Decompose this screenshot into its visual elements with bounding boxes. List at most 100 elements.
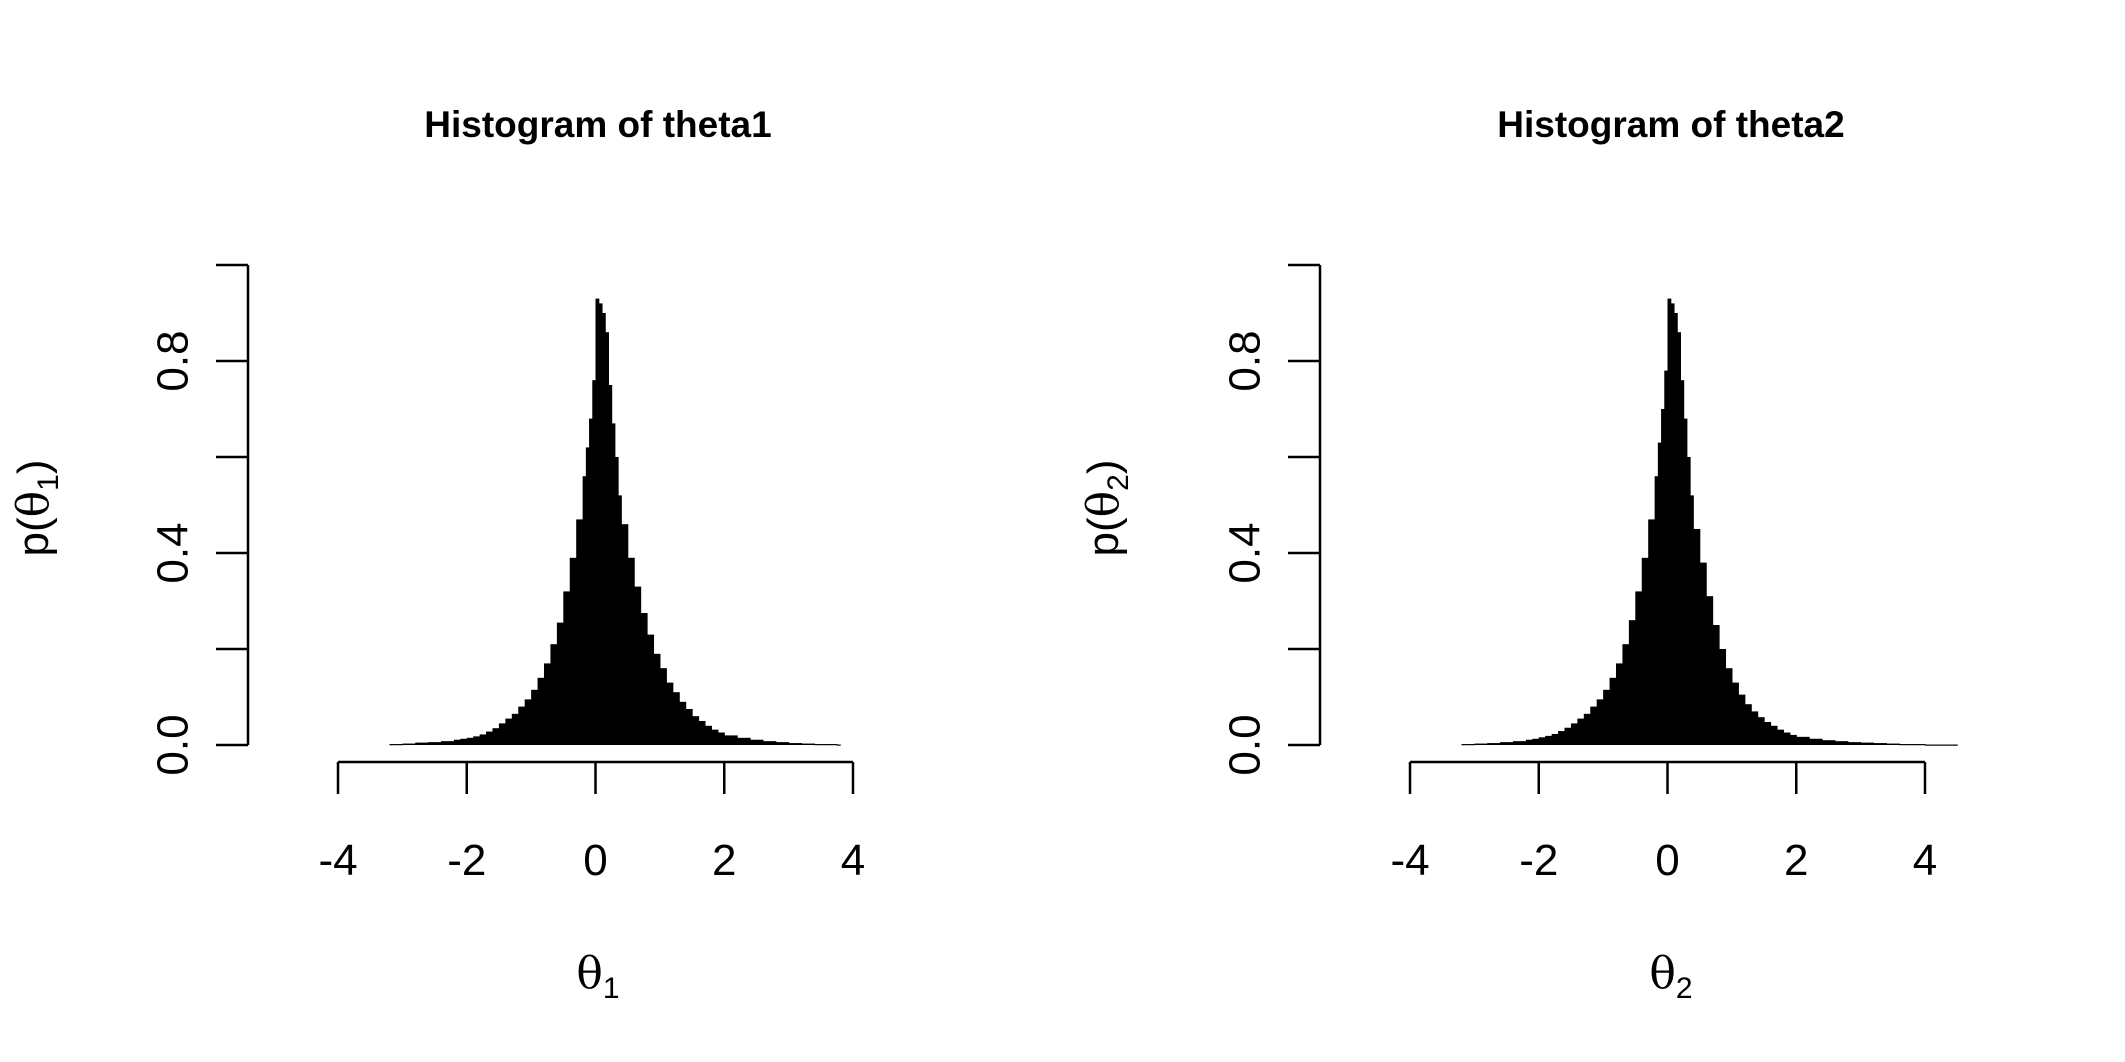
histogram-bar [1558, 731, 1566, 745]
histogram-bar [1564, 727, 1572, 745]
histogram-bar [453, 739, 461, 745]
histogram-bar [1525, 739, 1533, 745]
histogram-bar [605, 332, 609, 745]
histogram-bar [1616, 663, 1624, 745]
y-axis-label-symbol: θ [1078, 491, 1129, 518]
histogram-bar [1706, 596, 1714, 745]
y-axis: 0.0 0.4 0.8 [149, 263, 250, 776]
histogram-bar [679, 701, 687, 745]
histogram-bar [1661, 409, 1665, 745]
histogram-bar [1538, 737, 1546, 745]
y-axis-label-symbol: θ [8, 491, 59, 518]
x-axis-label-symbol: θ [1649, 948, 1676, 999]
histogram-bar [1657, 442, 1662, 745]
histogram-bar [627, 557, 635, 745]
y-tick-label: 0.4 [149, 522, 198, 583]
histogram-bar [415, 742, 429, 745]
histogram-bar [592, 380, 597, 745]
histogram-bar [1783, 732, 1791, 745]
histogram-bar [614, 457, 619, 745]
histogram-bar [601, 313, 606, 745]
y-axis-label-suffix: ) [1079, 460, 1128, 475]
histogram-bar [1677, 332, 1681, 745]
histogram-bar [724, 735, 738, 745]
histogram-bar [550, 644, 558, 745]
histogram-bar [518, 706, 526, 745]
histogram-bar [1570, 723, 1578, 745]
histogram-bar [1789, 734, 1797, 745]
x-axis-label-subscript: 1 [603, 972, 620, 1005]
histogram-bar [511, 713, 519, 745]
histogram-bar [460, 738, 468, 745]
histogram-bar [428, 742, 442, 745]
histogram-bar [486, 731, 494, 745]
y-tick-label: 0.4 [1221, 522, 1270, 583]
histogram-bar [389, 744, 403, 746]
histogram-bar [647, 634, 655, 745]
histogram-bar [1487, 743, 1501, 745]
histogram-bar [1628, 620, 1636, 745]
histogram-bar [692, 716, 700, 745]
histogram-bar [1670, 303, 1675, 745]
x-tick-label: 4 [841, 836, 865, 885]
histogram-bars [389, 298, 841, 746]
histogram-bar [524, 699, 532, 745]
y-axis-label-prefix: p( [9, 517, 58, 556]
histogram-bar [479, 734, 487, 745]
y-tick-label: 0.8 [149, 330, 198, 391]
histogram-bar [1899, 744, 1913, 746]
y-tick-label: 0.8 [1221, 330, 1270, 391]
histogram-bar [1796, 736, 1810, 745]
histogram-bar [595, 298, 600, 745]
y-tick-label: 0.0 [1221, 714, 1270, 775]
histogram-bar [1776, 729, 1784, 745]
histogram-bar [788, 743, 803, 745]
histogram-bar [1699, 562, 1707, 745]
histogram-bar [1744, 704, 1752, 745]
histogram-bar [1809, 738, 1823, 745]
histogram-bar [1725, 668, 1733, 745]
histogram-bar [1860, 742, 1875, 745]
x-axis: -4 -2 0 2 4 [318, 760, 865, 885]
y-axis-label-subscript: 2 [1102, 474, 1135, 491]
histogram-bar [1648, 519, 1656, 745]
histogram-bar [608, 385, 613, 745]
x-tick-label: 0 [1655, 836, 1679, 885]
histogram-bar [698, 721, 706, 745]
histogram-bar [585, 447, 590, 745]
histogram-bar [1583, 713, 1591, 745]
histogram-bar [576, 519, 584, 745]
histogram-bar [1751, 711, 1759, 745]
histogram-bar [1738, 694, 1746, 745]
histogram-bar [492, 728, 500, 745]
histogram-bar [1886, 743, 1900, 745]
histogram-bar [1590, 706, 1598, 745]
histogram-bar [827, 744, 838, 746]
histogram-bar [1690, 495, 1694, 745]
histogram-bar [1673, 313, 1678, 745]
histogram-panel-theta2: Histogram of theta2 0.00.40.8 -4 -2 0 2 4 θ2… [1078, 104, 1958, 1005]
histogram-bar [618, 495, 622, 745]
histogram-bar [1953, 744, 1958, 746]
histogram-bar [1719, 649, 1727, 745]
histogram-bar [473, 736, 481, 745]
histogram-bar [1912, 744, 1926, 746]
histogram-bar [750, 739, 764, 745]
histogram-bar [1622, 644, 1630, 745]
histogram-bar [814, 744, 828, 746]
x-tick-label: 2 [1784, 836, 1808, 885]
histogram-bar [556, 622, 564, 745]
histogram-bars [1461, 298, 1958, 746]
histogram-bar [441, 741, 455, 745]
histogram-bar [1609, 677, 1617, 745]
x-tick-label: -4 [318, 836, 357, 885]
histogram-bar [1873, 743, 1887, 745]
histogram-bar [582, 476, 587, 745]
histogram-bar [402, 743, 416, 745]
y-tick-label: 0.0 [149, 714, 198, 775]
histogram-bar [737, 737, 751, 745]
histogram-bar [1461, 744, 1475, 746]
histogram-bar [1513, 741, 1527, 745]
histogram-bar [640, 613, 648, 745]
histogram-bar [1693, 529, 1701, 745]
